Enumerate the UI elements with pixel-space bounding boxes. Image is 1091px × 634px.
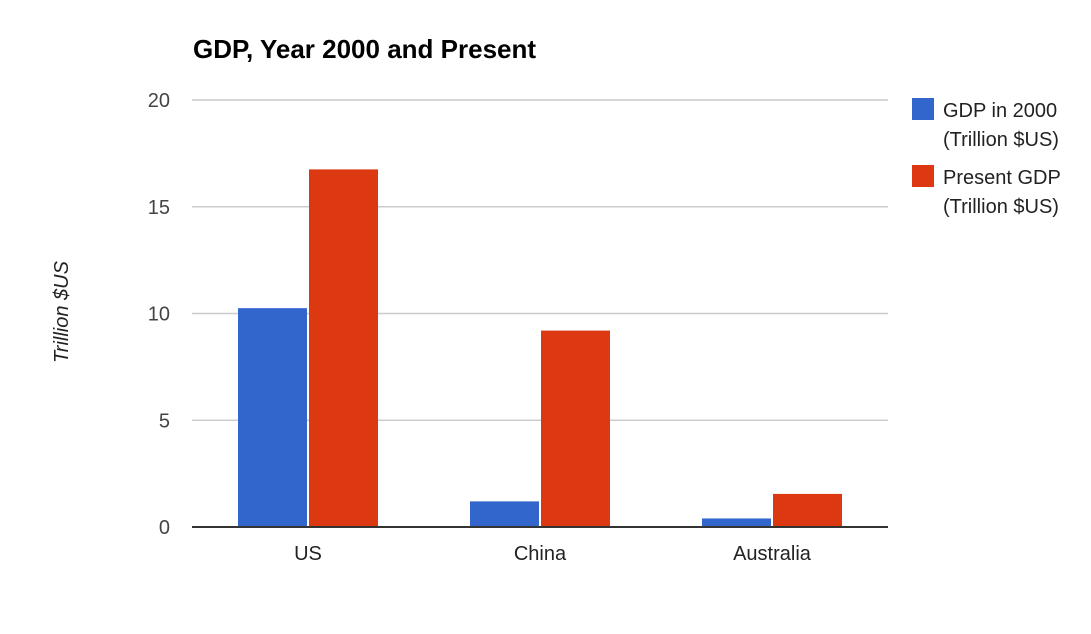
legend: GDP in 2000 (Trillion $US) Present GDP (Tri… [912,98,1061,218]
y-tick-label: 20 [148,90,170,112]
y-tick-label: 15 [148,197,170,219]
legend-label: (Trillion $US) [943,129,1059,151]
bar-china-series-1 [470,501,539,527]
bar-us-series-2 [309,169,378,527]
gridlines [192,99,888,421]
legend-label: (Trillion $US) [943,196,1059,218]
x-axis-ticks: US China Australia [294,543,812,565]
y-axis-label: Trillion $US [51,260,73,363]
y-tick-label: 0 [159,517,170,539]
legend-swatch [912,165,934,187]
x-tick-label: Australia [733,543,812,565]
x-tick-label: US [294,543,322,565]
bar-us-series-1 [238,308,307,527]
chart-title: GDP, Year 2000 and Present [193,34,536,64]
legend-swatch [912,98,934,120]
bars [238,169,842,527]
y-tick-label: 10 [148,304,170,326]
bar-china-series-2 [541,330,610,527]
x-tick-label: China [514,543,567,565]
y-axis-ticks: 0 5 10 15 20 [148,90,170,539]
bar-australia-series-1 [702,518,771,527]
bar-australia-series-2 [773,493,842,527]
legend-label: Present GDP [943,167,1061,189]
y-tick-label: 5 [159,410,170,432]
legend-label: GDP in 2000 [943,100,1057,122]
